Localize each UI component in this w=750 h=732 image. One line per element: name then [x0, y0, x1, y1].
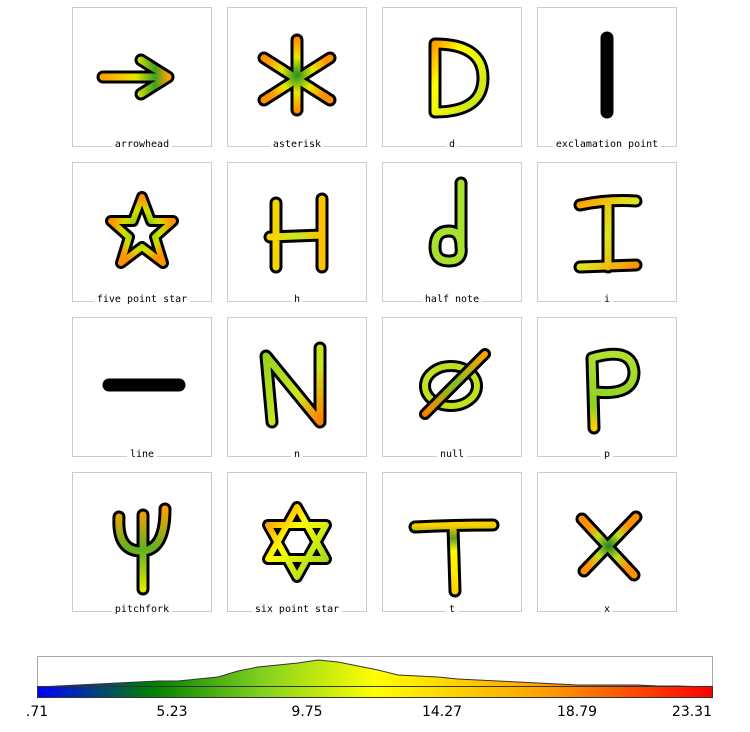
six-point-star-glyph: [262, 501, 332, 583]
glyph-cell-arrowhead: arrowhead: [72, 7, 212, 150]
glyph-label: half note: [421, 294, 483, 305]
glyph-label: six point star: [251, 604, 343, 615]
glyph-label: p: [600, 449, 614, 460]
glyph-cell-x: x: [537, 472, 677, 615]
glyph-cell-half-note: half note: [382, 162, 522, 305]
glyph-label: n: [290, 449, 304, 460]
glyph-label: h: [290, 294, 304, 305]
glyph-label: asterisk: [269, 139, 325, 150]
n-glyph: [259, 341, 327, 429]
glyph-cell-t: t: [382, 472, 522, 615]
glyph-label: null: [436, 449, 468, 460]
p-glyph: [585, 347, 641, 435]
five-point-star-glyph: [105, 191, 179, 269]
glyph-label: i: [600, 294, 614, 305]
null-glyph: [419, 348, 491, 420]
asterisk-glyph: [257, 33, 337, 117]
colorbar-tick-label: 23.31: [671, 704, 712, 720]
x-glyph: [575, 510, 643, 582]
glyph-cell-null: null: [382, 317, 522, 460]
half-note-glyph: [428, 176, 468, 268]
arrowhead-glyph: [96, 53, 175, 101]
glyph-cell-p: p: [537, 317, 677, 460]
colorbar-tick-label: 9.75: [291, 704, 323, 720]
glyph-cell-pitchfork: pitchfork: [72, 472, 212, 615]
i-glyph: [573, 194, 643, 274]
colorbar-tick-label: 5.23: [156, 704, 188, 720]
glyph-cell-asterisk: asterisk: [227, 7, 367, 150]
glyph-label: x: [600, 604, 614, 615]
glyph-cell-h: h: [227, 162, 367, 305]
glyph-label: pitchfork: [111, 604, 173, 615]
glyph-label: line: [126, 449, 158, 460]
glyph-cell-n: n: [227, 317, 367, 460]
d-glyph: [428, 37, 490, 119]
glyph-cell-six-point-star: six point star: [227, 472, 367, 615]
glyph-label: exclamation point: [552, 139, 662, 150]
glyph-label: t: [445, 604, 459, 615]
colorbar-tick-label: 14.27: [421, 704, 463, 720]
t-glyph: [408, 518, 500, 598]
glyph-label: arrowhead: [111, 139, 173, 150]
colorbar: [37, 686, 713, 698]
glyph-cell-i: i: [537, 162, 677, 305]
glyph-cell-line: line: [72, 317, 212, 460]
exclamation-point-glyph: [600, 31, 614, 119]
glyph-cell-exclamation-point: exclamation point: [537, 7, 677, 150]
h-glyph: [263, 192, 329, 274]
colorbar-tick-label: .71: [25, 704, 49, 720]
line-glyph: [102, 378, 186, 392]
glyph-label: five point star: [93, 294, 191, 305]
glyph-cell-d: d: [382, 7, 522, 150]
glyph-label: d: [445, 139, 459, 150]
pitchfork-glyph: [112, 502, 172, 596]
colorbar-tick-label: 18.79: [556, 704, 598, 720]
glyph-cell-five-point-star: five point star: [72, 162, 212, 305]
